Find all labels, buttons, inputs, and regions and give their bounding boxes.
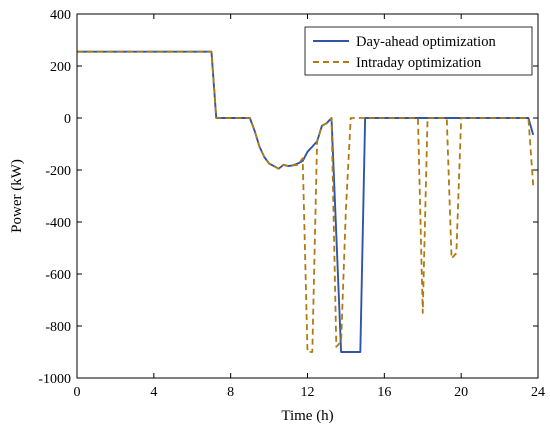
y-tick-label: -800 (45, 320, 71, 335)
y-axis: 400 200 0 -200 -400 -600 -800 -1000 (38, 8, 538, 387)
x-tick-label: 20 (454, 385, 468, 400)
y-tick-label: -400 (45, 216, 71, 231)
plot-series (77, 50, 535, 353)
series-line-day-ahead (77, 50, 535, 353)
y-axis-title: Power (kW) (9, 159, 25, 233)
y-tick-label: 200 (50, 60, 71, 75)
legend-box (304, 26, 533, 76)
x-tick-label: 12 (301, 385, 315, 400)
series-line-intraday (77, 50, 535, 353)
y-tick-label: 0 (64, 112, 71, 127)
legend-label-day-ahead: Day-ahead optimization (356, 34, 496, 50)
x-axis: 0 4 8 12 16 20 24 (74, 14, 545, 400)
legend-label-intraday: Intraday optimization (356, 55, 482, 71)
y-tick-label: -200 (45, 164, 71, 179)
legend: Day-ahead optimization Intraday optimiza… (304, 26, 533, 76)
x-tick-label: 0 (74, 385, 81, 400)
y-tick-label: -600 (45, 268, 71, 283)
x-tick-label: 16 (377, 385, 391, 400)
x-axis-title: Time (h) (281, 408, 333, 424)
y-tick-label: -1000 (38, 372, 71, 387)
y-tick-label: 400 (50, 8, 71, 23)
x-tick-label: 8 (227, 385, 234, 400)
x-tick-label: 24 (531, 385, 545, 400)
x-tick-label: 4 (150, 385, 157, 400)
